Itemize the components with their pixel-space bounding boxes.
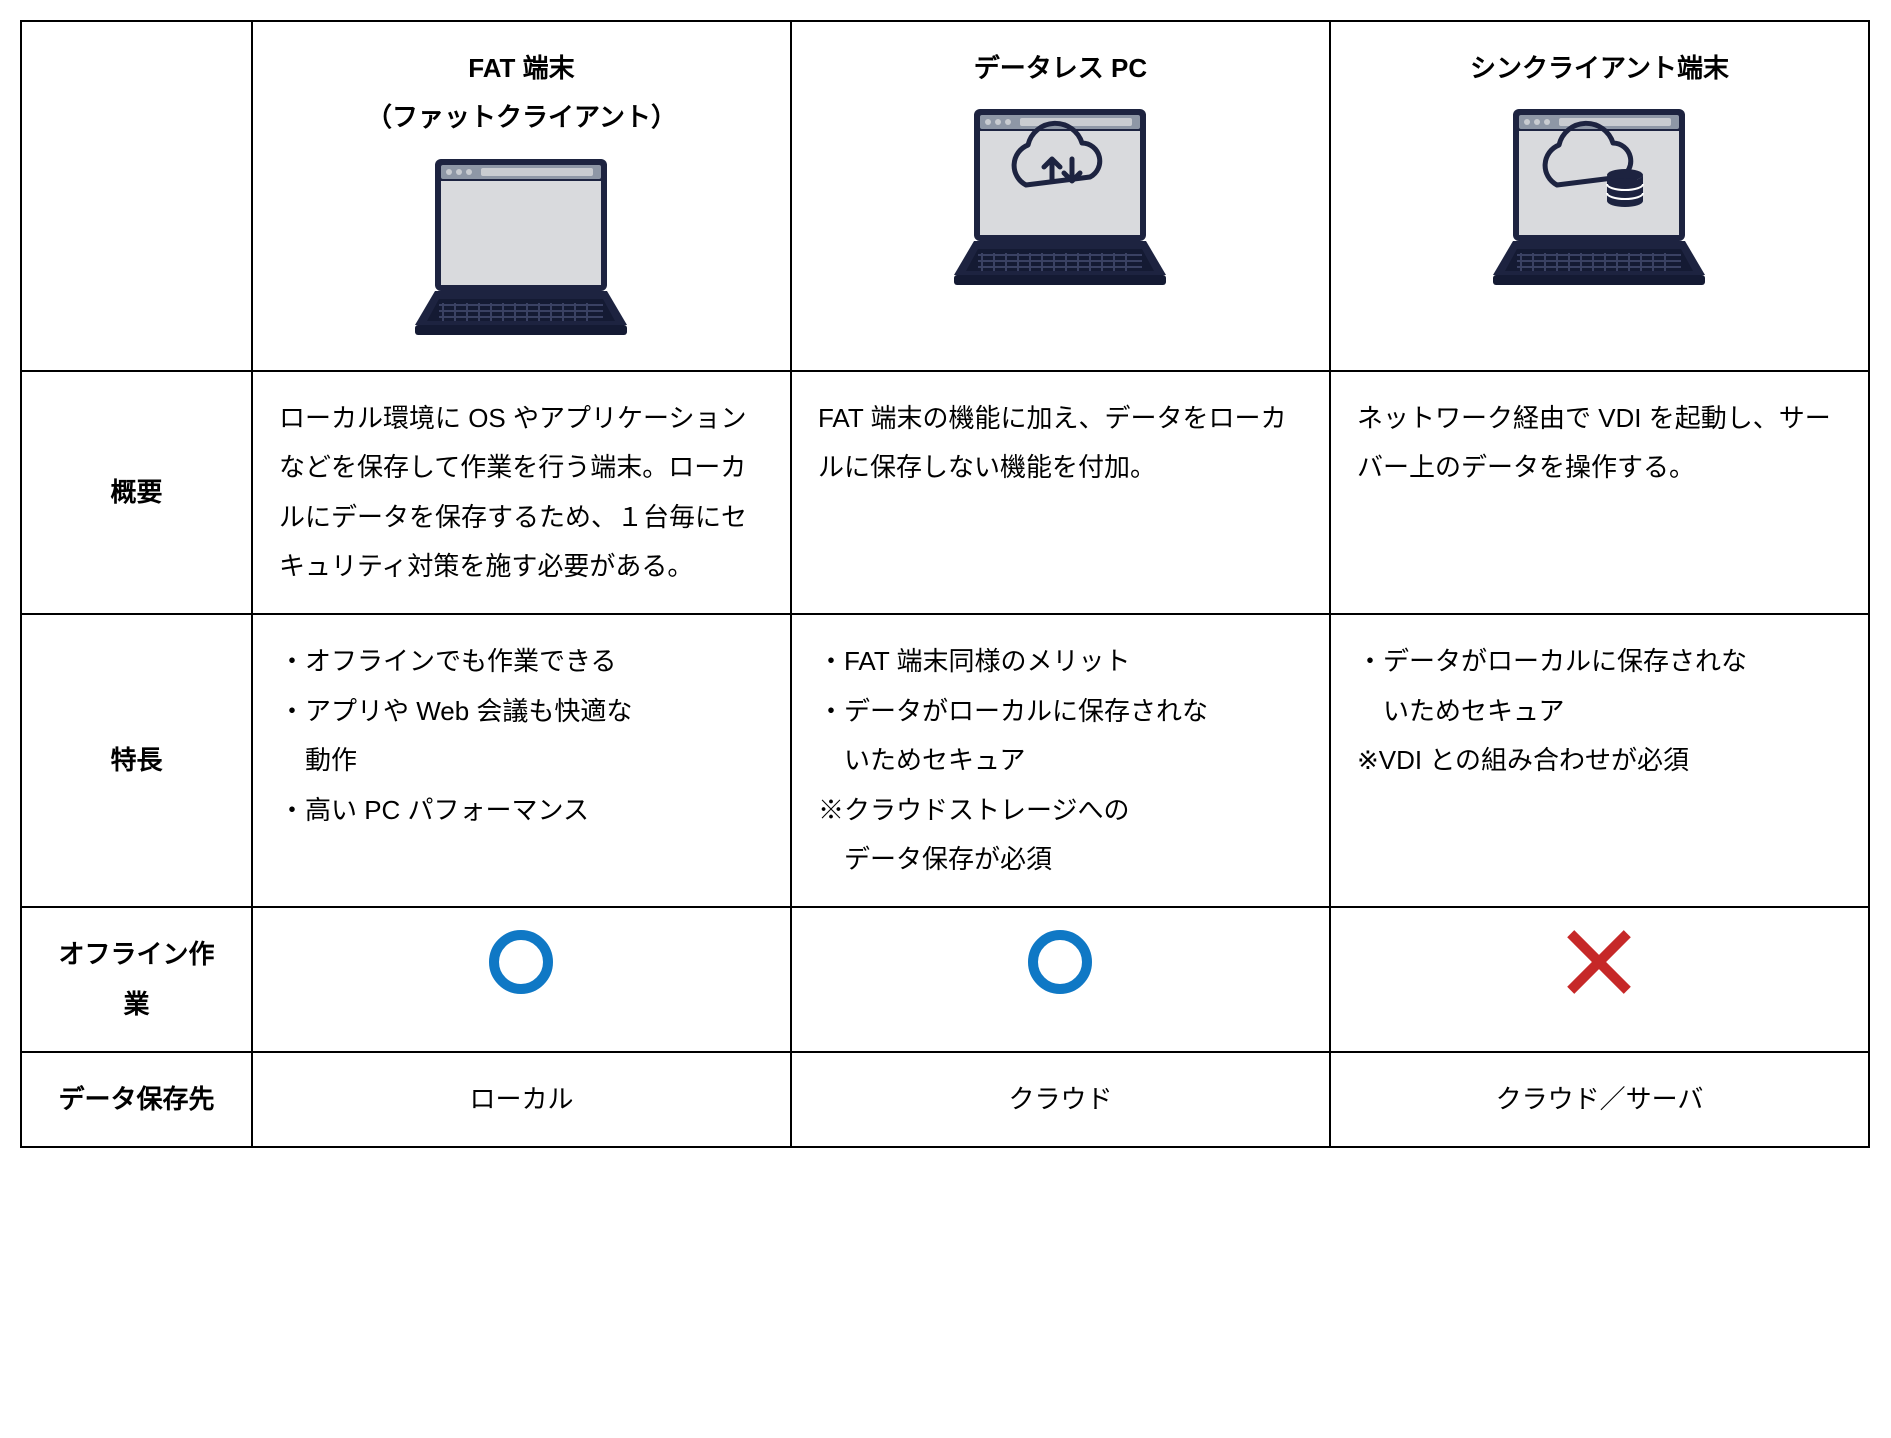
row-header-offline: オフライン作業	[21, 907, 252, 1052]
laptop-icon-dataless	[818, 103, 1303, 298]
row-header-overview: 概要	[21, 371, 252, 615]
cell-text-overview-fat: ローカル環境に OS やアプリケーションなどを保存して作業を行う端末。ローカルに…	[279, 394, 764, 592]
cell-text-storage-fat: ローカル	[279, 1075, 764, 1124]
cell-features-thin: ・データがローカルに保存されな いためセキュア ※VDI との組み合わせが必須	[1330, 614, 1869, 907]
cell-offline-fat	[252, 907, 791, 1052]
laptop-icon-thin	[1357, 103, 1842, 298]
mark-ok-icon	[489, 930, 553, 994]
column-title-fat: FAT 端末 （ファットクライアント）	[279, 44, 764, 143]
column-title-dataless: データレス PC	[818, 44, 1303, 93]
cell-features-dataless: ・FAT 端末同様のメリット ・データがローカルに保存されな いためセキュア ※…	[791, 614, 1330, 907]
cell-storage-thin: クラウド／サーバ	[1330, 1052, 1869, 1147]
cell-overview-thin: ネットワーク経由で VDI を起動し、サーバー上のデータを操作する。	[1330, 371, 1869, 615]
cell-text-storage-thin: クラウド／サーバ	[1357, 1075, 1842, 1124]
column-header-thin: シンクライアント端末	[1330, 21, 1869, 371]
cell-text-features-fat: ・オフラインでも作業できる ・アプリや Web 会議も快適な 動作 ・高い PC…	[279, 637, 764, 835]
column-header-fat: FAT 端末 （ファットクライアント）	[252, 21, 791, 371]
cell-text-storage-dataless: クラウド	[818, 1075, 1303, 1124]
mark-ok-icon	[1028, 930, 1092, 994]
cell-text-overview-dataless: FAT 端末の機能に加え、データをローカルに保存しない機能を付加。	[818, 394, 1303, 493]
header-empty	[21, 21, 252, 371]
cell-text-overview-thin: ネットワーク経由で VDI を起動し、サーバー上のデータを操作する。	[1357, 394, 1842, 493]
cell-text-features-dataless: ・FAT 端末同様のメリット ・データがローカルに保存されな いためセキュア ※…	[818, 637, 1303, 884]
cell-offline-thin	[1330, 907, 1869, 1052]
cell-storage-fat: ローカル	[252, 1052, 791, 1147]
cell-overview-fat: ローカル環境に OS やアプリケーションなどを保存して作業を行う端末。ローカルに…	[252, 371, 791, 615]
cell-overview-dataless: FAT 端末の機能に加え、データをローカルに保存しない機能を付加。	[791, 371, 1330, 615]
cell-storage-dataless: クラウド	[791, 1052, 1330, 1147]
column-title-thin: シンクライアント端末	[1357, 44, 1842, 93]
row-header-storage: データ保存先	[21, 1052, 252, 1147]
laptop-icon-fat	[279, 153, 764, 348]
cell-offline-dataless	[791, 907, 1330, 1052]
comparison-table: FAT 端末 （ファットクライアント） データレス PC	[20, 20, 1870, 1148]
cell-text-features-thin: ・データがローカルに保存されな いためセキュア ※VDI との組み合わせが必須	[1357, 637, 1842, 785]
cell-features-fat: ・オフラインでも作業できる ・アプリや Web 会議も快適な 動作 ・高い PC…	[252, 614, 791, 907]
column-header-dataless: データレス PC	[791, 21, 1330, 371]
mark-ng-icon	[1567, 930, 1631, 994]
row-header-features: 特長	[21, 614, 252, 907]
